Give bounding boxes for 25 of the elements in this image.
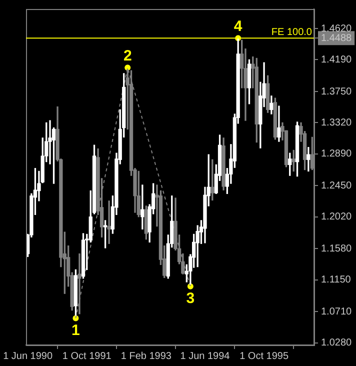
x-tick-label: 1 Oct 1995 (240, 350, 289, 362)
y-tick-label: 1.4620 (321, 23, 352, 34)
x-tick-label: 1 Jun 1994 (180, 350, 230, 362)
annotation: 3 (186, 290, 195, 307)
y-tick-label: 1.4190 (321, 54, 352, 66)
y-tick-label: 1.1150 (321, 274, 352, 286)
annotation: 2 (123, 47, 132, 64)
y-tick-label: 1.2450 (321, 180, 352, 192)
y-tick-label: 1.3750 (321, 86, 352, 98)
x-tick-label: 1 Oct 1991 (62, 350, 112, 362)
annotation: 1 (72, 322, 80, 339)
y-tick-label: 1.3320 (321, 117, 352, 128)
y-tick-label: 1.0280 (321, 338, 352, 349)
candlestick (78, 253, 82, 314)
y-tick-label: 1.4488 (321, 32, 352, 44)
candlestick (306, 146, 310, 172)
x-tick-label: 1 Jun 1990 (3, 350, 53, 362)
annotation: 4 (234, 18, 243, 35)
candlestick (107, 200, 111, 244)
y-tick-label: 1.0710 (321, 306, 352, 318)
ref-line-label: FE 100.0 (271, 26, 312, 38)
x-tick-label: 1 Feb 1993 (120, 350, 172, 362)
y-tick-label: 1.2020 (321, 212, 352, 223)
y-tick-label: 1.2890 (321, 148, 352, 160)
y-tick-label: 1.1580 (321, 243, 352, 254)
